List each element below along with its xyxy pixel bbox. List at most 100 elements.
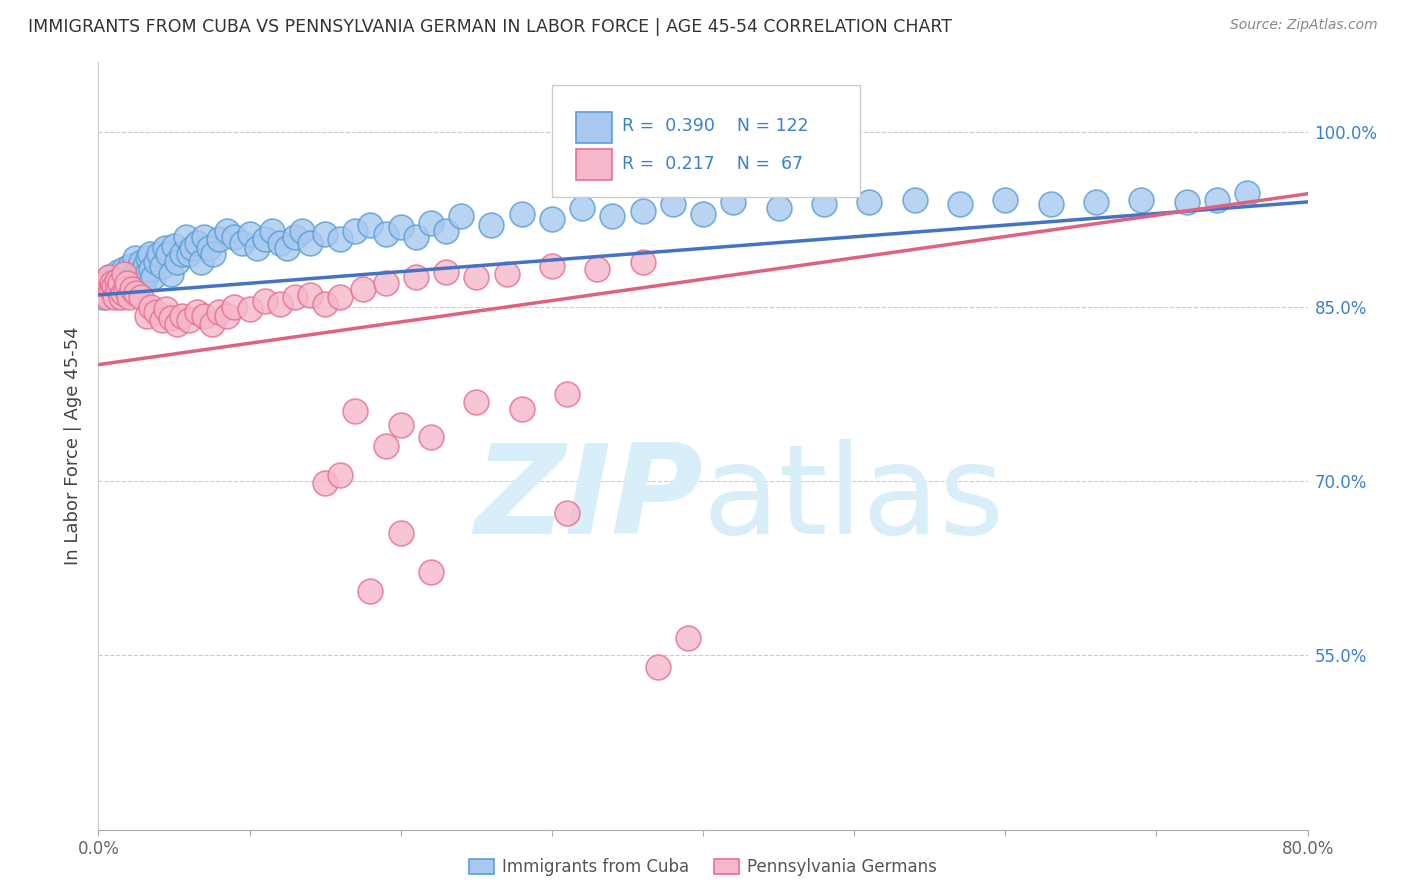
Point [352, 282, 374, 296]
Point [120, 259, 142, 273]
Point [344, 404, 367, 418]
Point [93, 282, 115, 296]
Point [103, 274, 125, 288]
Point [647, 660, 669, 674]
Point [1236, 186, 1258, 200]
Point [1085, 194, 1108, 209]
Point [111, 267, 134, 281]
Point [540, 259, 562, 273]
Point [166, 255, 188, 269]
FancyBboxPatch shape [576, 112, 613, 143]
Point [284, 290, 307, 304]
Point [107, 282, 129, 296]
Point [96, 285, 118, 300]
Point [405, 229, 427, 244]
Point [148, 247, 170, 261]
Point [163, 239, 186, 253]
Point [1039, 197, 1062, 211]
Point [190, 255, 212, 269]
Point [314, 476, 336, 491]
Point [329, 290, 352, 304]
Point [389, 220, 412, 235]
Point [246, 241, 269, 255]
Point [360, 584, 382, 599]
Point [98, 270, 121, 285]
Point [540, 212, 562, 227]
Point [132, 274, 155, 288]
Point [193, 229, 215, 244]
Text: R =  0.390    N = 122: R = 0.390 N = 122 [621, 117, 808, 135]
Point [150, 313, 173, 327]
Point [156, 247, 179, 261]
Point [115, 270, 138, 285]
Point [121, 282, 143, 296]
Point [631, 204, 654, 219]
Point [299, 235, 322, 250]
Point [108, 285, 131, 300]
Point [129, 255, 152, 269]
Point [949, 197, 972, 211]
Point [329, 468, 352, 483]
Point [121, 278, 143, 293]
Point [108, 277, 131, 291]
Point [208, 232, 231, 246]
Point [114, 278, 136, 293]
Text: IMMIGRANTS FROM CUBA VS PENNSYLVANIA GERMAN IN LABOR FORCE | AGE 45-54 CORRELATI: IMMIGRANTS FROM CUBA VS PENNSYLVANIA GER… [28, 18, 952, 36]
Point [186, 235, 208, 250]
Point [128, 270, 150, 285]
Point [96, 290, 118, 304]
Point [224, 300, 246, 314]
Point [127, 262, 149, 277]
Point [631, 255, 654, 269]
Point [299, 288, 322, 302]
Point [112, 267, 135, 281]
Point [107, 278, 129, 293]
Point [101, 277, 124, 291]
Point [329, 232, 352, 246]
Point [179, 247, 201, 261]
Point [586, 262, 609, 277]
Point [405, 270, 427, 285]
Point [115, 277, 138, 291]
Point [224, 229, 246, 244]
Point [94, 277, 117, 291]
Point [555, 386, 578, 401]
Point [118, 290, 141, 304]
Point [181, 241, 204, 255]
Point [450, 209, 472, 223]
Point [124, 251, 146, 265]
Point [389, 526, 412, 541]
Legend: Immigrants from Cuba, Pennsylvania Germans: Immigrants from Cuba, Pennsylvania Germa… [463, 851, 943, 882]
Point [166, 317, 188, 331]
Point [100, 282, 122, 296]
Point [314, 297, 336, 311]
Point [239, 301, 262, 316]
Point [202, 247, 225, 261]
Point [231, 235, 253, 250]
Point [676, 631, 699, 645]
Point [111, 285, 134, 300]
Point [215, 224, 238, 238]
Point [118, 267, 141, 281]
Point [813, 197, 835, 211]
Point [602, 209, 624, 223]
Point [1206, 193, 1229, 207]
Point [125, 285, 148, 300]
Point [122, 270, 145, 285]
Point [269, 297, 291, 311]
Point [858, 194, 880, 209]
Point [344, 224, 367, 238]
Point [284, 229, 307, 244]
Point [374, 227, 396, 242]
Text: ZIP: ZIP [474, 439, 703, 560]
Point [571, 201, 593, 215]
Point [94, 277, 117, 291]
Point [131, 265, 153, 279]
Y-axis label: In Labor Force | Age 45-54: In Labor Force | Age 45-54 [63, 326, 82, 566]
Point [141, 262, 163, 277]
FancyBboxPatch shape [576, 149, 613, 180]
Point [1130, 193, 1153, 207]
Point [136, 251, 159, 265]
Point [114, 282, 136, 296]
Point [110, 290, 132, 304]
